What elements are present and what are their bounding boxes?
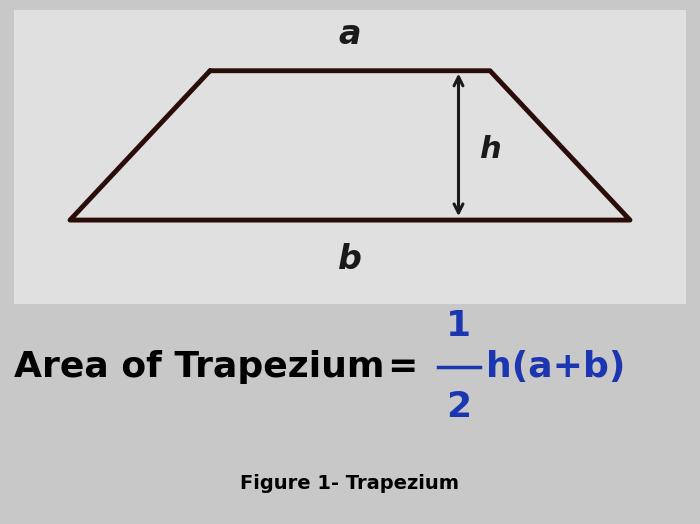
FancyBboxPatch shape — [14, 10, 686, 304]
Text: 2: 2 — [446, 390, 471, 424]
Text: a: a — [339, 18, 361, 50]
Text: Area of Trapezium: Area of Trapezium — [14, 350, 384, 384]
Text: b: b — [338, 243, 362, 276]
Text: h(a+b): h(a+b) — [486, 350, 626, 384]
Text: =: = — [387, 350, 418, 384]
Text: Figure 1- Trapezium: Figure 1- Trapezium — [241, 474, 459, 493]
Text: h: h — [480, 135, 501, 164]
Text: 1: 1 — [446, 309, 471, 343]
